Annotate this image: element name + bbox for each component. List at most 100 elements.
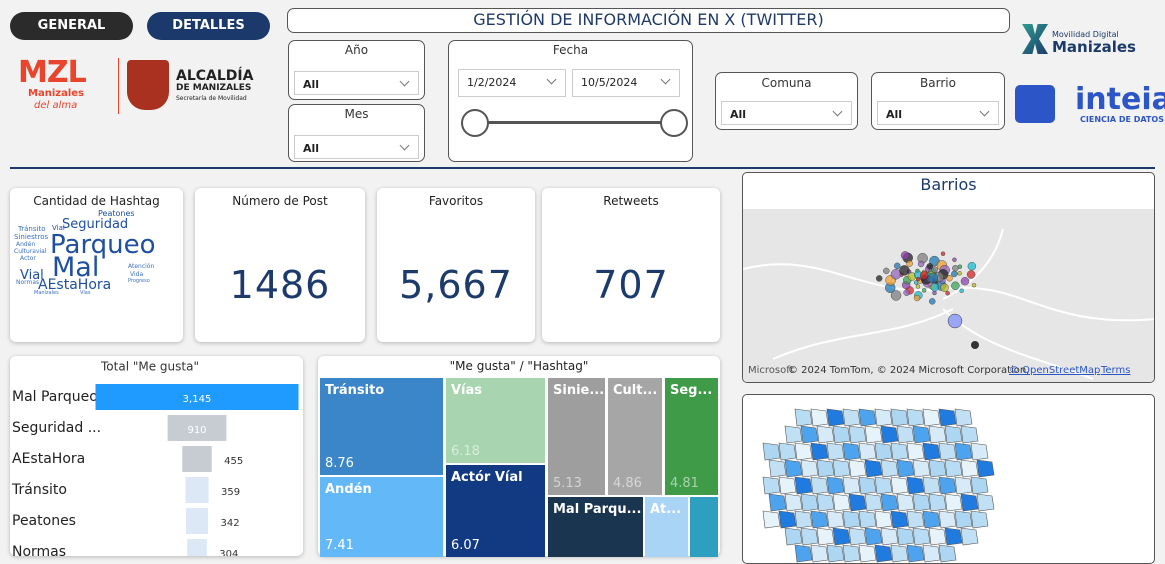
link[interactable]: Terms	[1100, 365, 1130, 376]
tile: Seg...4.81	[665, 378, 718, 495]
district	[859, 511, 876, 528]
district	[945, 528, 962, 545]
district	[801, 460, 818, 477]
kpi-value: 5,667	[377, 263, 535, 307]
district	[795, 545, 812, 562]
tile: Sinie...5.13	[548, 378, 605, 495]
dropdown[interactable]: All	[294, 135, 419, 159]
district	[843, 511, 860, 528]
district	[961, 528, 978, 545]
district	[971, 511, 988, 528]
district	[843, 545, 860, 562]
district	[811, 477, 828, 494]
map-bubble	[958, 271, 962, 275]
dropdown[interactable]: All	[294, 71, 419, 95]
word: Siniestros	[14, 234, 48, 241]
value-label: 3,145	[183, 394, 212, 405]
district	[779, 511, 796, 528]
district	[955, 511, 972, 528]
district	[891, 511, 908, 528]
district	[801, 528, 818, 545]
map-bubble	[941, 284, 949, 292]
district	[827, 443, 844, 460]
slider-handle[interactable]	[660, 109, 688, 137]
choropleth-map[interactable]	[743, 395, 1155, 564]
tile: Vías6.18	[446, 378, 545, 463]
map-bubble	[883, 268, 889, 274]
map-bubble	[894, 263, 900, 269]
district	[897, 426, 914, 443]
page-title: GESTIÓN DE INFORMACIÓN EN X (TWITTER)	[287, 8, 1010, 33]
word: Normas	[16, 280, 39, 286]
district	[843, 443, 860, 460]
district	[923, 477, 940, 494]
coat-of-arms	[127, 60, 169, 110]
filter[interactable]: Año All	[288, 40, 425, 100]
district	[891, 477, 908, 494]
date-input[interactable]: 1/2/2024	[458, 69, 566, 97]
map-bubble	[904, 290, 910, 296]
kpi-value: 1486	[195, 263, 365, 307]
slider-track	[475, 121, 675, 124]
nav-button[interactable]: DETALLES	[147, 12, 270, 40]
district	[795, 477, 812, 494]
district	[875, 511, 892, 528]
treemap: Tránsito8.76Andén7.41Vías6.18Actór Víal6…	[318, 356, 720, 556]
district	[763, 477, 780, 494]
district	[849, 460, 866, 477]
district	[843, 477, 860, 494]
district	[865, 528, 882, 545]
filter[interactable]: Mes All	[288, 104, 425, 162]
district	[955, 409, 972, 426]
map-bubble	[971, 341, 979, 349]
category-label: AEstaHora	[12, 451, 85, 467]
map-bubble	[972, 283, 976, 287]
tile-value: 4.86	[613, 476, 642, 491]
tile-label: At...	[650, 502, 681, 517]
dropdown[interactable]: All	[877, 101, 999, 125]
district	[785, 528, 802, 545]
tile-label: Actór Víal	[451, 470, 523, 485]
district	[875, 443, 892, 460]
map-bubble	[901, 251, 909, 259]
district	[811, 511, 828, 528]
category-label: Peatones	[12, 513, 76, 529]
value-label: 359	[221, 487, 240, 498]
filter[interactable]: Comuna All	[715, 72, 858, 130]
logo-text: DE MANIZALES	[176, 83, 251, 93]
map[interactable]: Microsoft © 2024 TomTom, © 2024 Microsof…	[743, 209, 1155, 383]
district	[897, 460, 914, 477]
district	[849, 494, 866, 511]
district	[939, 511, 956, 528]
divider	[118, 58, 119, 114]
link[interactable]: © OpenStreetMap	[1009, 365, 1100, 376]
district	[875, 409, 892, 426]
district	[913, 494, 930, 511]
value-label: 304	[219, 549, 238, 556]
district	[801, 426, 818, 443]
word-cloud: PeatonesTránsitoVialSeguridadSiniestrosA…	[10, 188, 183, 342]
filter[interactable]: Barrio All	[871, 72, 1005, 130]
map-bubble	[916, 277, 920, 281]
district	[971, 477, 988, 494]
map-bubble	[961, 277, 969, 285]
tile-value: 6.18	[451, 444, 480, 459]
slider-handle[interactable]	[461, 109, 489, 137]
district	[939, 545, 956, 562]
nav-button[interactable]: GENERAL	[10, 12, 133, 40]
district	[795, 443, 812, 460]
district	[779, 477, 796, 494]
card-title: Retweets	[542, 194, 720, 208]
dropdown[interactable]: All	[721, 101, 852, 125]
district	[907, 409, 924, 426]
filter-label: Comuna	[716, 76, 857, 90]
filter[interactable]: Fecha 1/2/2024 10/5/2024	[448, 40, 693, 162]
district	[977, 494, 994, 511]
district	[811, 409, 828, 426]
district	[939, 443, 956, 460]
date-input[interactable]: 10/5/2024	[572, 69, 680, 97]
district	[897, 494, 914, 511]
map-bubble	[932, 267, 938, 273]
district	[923, 409, 940, 426]
